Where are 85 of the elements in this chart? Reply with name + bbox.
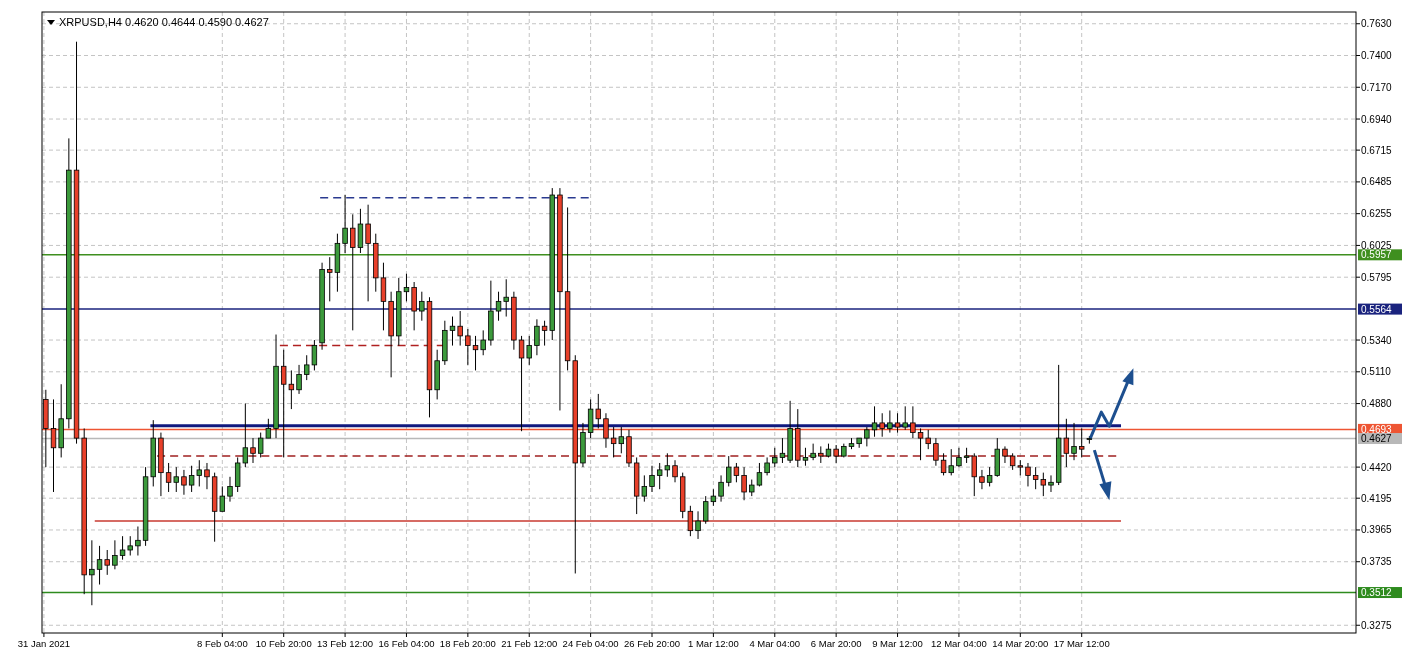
candlestick [871, 405, 878, 438]
candlestick [718, 474, 724, 503]
x-tick-label: 10 Feb 20:00 [255, 638, 312, 649]
candlestick [879, 412, 885, 438]
candlestick [1048, 474, 1054, 493]
candlestick [204, 462, 210, 490]
candlestick [227, 476, 233, 503]
x-tick-label: 1 Mar 12:00 [688, 638, 739, 649]
candlestick [979, 469, 985, 490]
candlestick [472, 335, 479, 371]
candlestick [365, 204, 371, 302]
candlestick [810, 443, 816, 461]
x-tick-label: 31 Jan 2021 [17, 638, 71, 649]
candlestick [864, 426, 870, 447]
y-tick-label: 0.6255 [1361, 208, 1393, 220]
x-tick-label: 4 Mar 04:00 [749, 638, 801, 649]
y-tick-label: 0.7630 [1361, 18, 1393, 30]
candlestick [910, 405, 916, 439]
ref-line-label: 0.4693 [1361, 423, 1393, 435]
candlestick [603, 412, 609, 449]
x-tick-label: 6 Mar 20:00 [810, 638, 862, 649]
x-tick-label: 21 Feb 12:00 [501, 638, 558, 649]
candlestick [96, 545, 103, 586]
ref-line-label: 0.5564 [1361, 303, 1393, 315]
y-tick-label: 0.7400 [1361, 50, 1393, 62]
candlestick [419, 291, 425, 322]
x-tick-label: 26 Feb 20:00 [624, 638, 680, 649]
candlestick [956, 447, 962, 468]
candlestick [89, 539, 95, 606]
candlestick [50, 398, 57, 493]
y-tick-label: 0.6025 [1361, 239, 1393, 251]
x-tick-label: 18 Feb 20:00 [439, 638, 496, 649]
candlestick [933, 437, 939, 467]
candlestick [457, 310, 463, 347]
x-tick-label: 13 Feb 12:00 [317, 638, 374, 649]
candlestick [503, 278, 509, 318]
candlestick [250, 437, 256, 464]
candlestick [534, 318, 540, 356]
candlestick [1025, 462, 1031, 487]
ref-line-label: 0.3512 [1361, 587, 1393, 599]
candlestick [495, 291, 502, 322]
candlestick [465, 328, 471, 366]
candlestick [1071, 422, 1077, 461]
y-tick-label: 0.5340 [1361, 334, 1393, 346]
candlestick [672, 459, 678, 483]
y-tick-label: 0.6715 [1361, 144, 1393, 156]
candlestick [887, 409, 893, 434]
y-tick-label: 0.3275 [1361, 619, 1393, 631]
candlestick [1002, 445, 1008, 464]
candlestick [411, 281, 417, 331]
y-tick-label: 0.6940 [1361, 113, 1393, 125]
x-tick-label: 14 Mar 20:00 [992, 638, 1049, 649]
ref-line-label: 0.5957 [1361, 249, 1393, 261]
candlestick [449, 316, 456, 347]
chart-title: XRPUSD,H4 0.4620 0.4644 0.4590 0.4627 [59, 16, 269, 28]
x-tick-label: 9 Mar 12:00 [872, 638, 923, 649]
candlestick [902, 405, 908, 431]
candlestick [695, 510, 701, 540]
y-tick-label: 0.4195 [1361, 492, 1393, 504]
candlestick [181, 469, 187, 496]
y-tick-label: 0.4880 [1361, 398, 1393, 410]
candlestick [104, 549, 110, 576]
candlestick [649, 465, 655, 493]
candlestick [480, 329, 486, 356]
y-tick-label: 0.3735 [1361, 556, 1393, 568]
y-tick-label: 0.3965 [1361, 524, 1393, 536]
ref-line-label: 0.4627 [1361, 433, 1393, 445]
x-tick-label: 16 Feb 04:00 [378, 638, 435, 649]
x-tick-label: 12 Mar 04:00 [930, 638, 987, 649]
candlestick [112, 539, 118, 570]
y-tick-label: 0.7170 [1361, 81, 1393, 93]
x-tick-label: 8 Feb 04:00 [196, 638, 248, 649]
candlestick [1078, 427, 1085, 458]
x-tick-label: 24 Feb 04:00 [562, 638, 619, 649]
x-tick-label: 17 Mar 12:00 [1053, 638, 1110, 649]
y-tick-label: 0.5795 [1361, 271, 1393, 283]
candlestick [403, 273, 410, 302]
y-tick-label: 0.4420 [1361, 461, 1393, 473]
candlestick [342, 194, 348, 254]
candlestick [296, 364, 302, 395]
candlestick [894, 412, 901, 434]
candlestick [741, 466, 747, 501]
y-tick-label: 0.6485 [1361, 176, 1393, 188]
candlestick [135, 526, 141, 557]
y-tick-label: 0.5110 [1361, 366, 1392, 378]
